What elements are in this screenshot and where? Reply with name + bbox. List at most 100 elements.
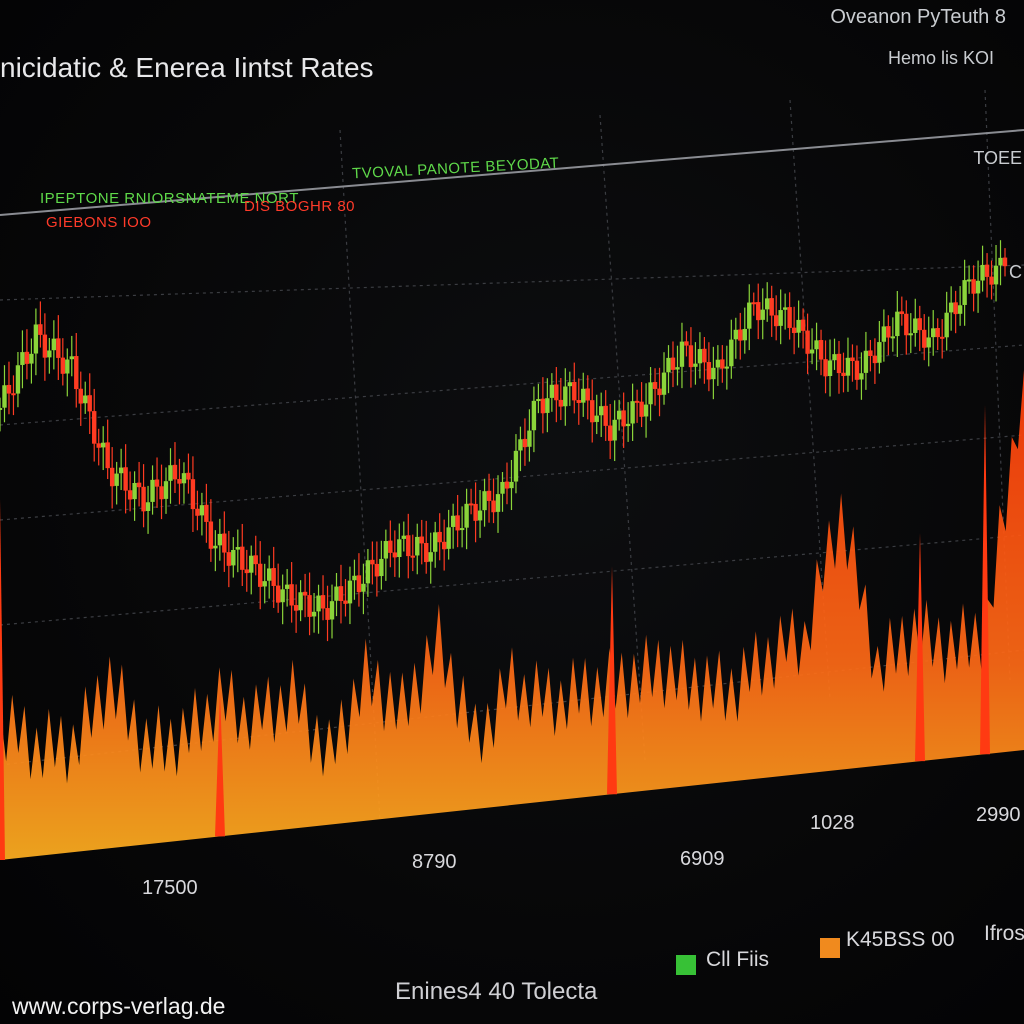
candle-body <box>836 353 842 374</box>
candle-body <box>24 351 30 364</box>
candle-body <box>648 382 653 405</box>
candle-body <box>625 423 631 427</box>
candle-body <box>365 560 371 584</box>
candle-body <box>791 327 797 334</box>
candle-body <box>729 339 734 367</box>
candle-body <box>590 400 595 423</box>
candle-body <box>868 350 873 356</box>
candle-body <box>473 503 478 521</box>
candle-body <box>298 592 303 611</box>
candle-body <box>419 536 424 544</box>
candle-body <box>231 550 236 566</box>
candle-body <box>643 404 649 417</box>
candle-body <box>464 503 469 528</box>
candle-body <box>0 408 3 410</box>
candle-body <box>886 326 891 338</box>
candle-body <box>782 307 788 310</box>
candle-body <box>971 279 976 294</box>
candle-body <box>536 399 541 402</box>
candle-body <box>459 528 465 531</box>
legend-label: Ifros <box>984 922 1024 945</box>
candle-body <box>818 340 824 360</box>
candle-body <box>845 357 851 376</box>
candle-body <box>715 359 721 368</box>
grid-line <box>0 264 1024 301</box>
candle-body <box>433 532 438 552</box>
candle-body <box>15 365 21 394</box>
legend-label: K45BSS 00 <box>846 928 955 951</box>
candle-body <box>213 545 218 549</box>
candle-body <box>42 334 48 358</box>
candle-body <box>235 547 240 550</box>
candle-body <box>495 494 501 512</box>
volume-area <box>0 370 1024 860</box>
candle-body <box>47 350 52 358</box>
candle-body <box>563 386 568 407</box>
candle-body <box>370 559 375 565</box>
candle-body <box>778 310 783 326</box>
candle-body <box>320 595 326 609</box>
candle-body <box>136 482 142 488</box>
volume-spike <box>215 691 225 837</box>
candle-body <box>410 555 415 558</box>
candle-body <box>913 318 918 333</box>
candle-body <box>127 490 133 500</box>
candle-body <box>379 558 384 577</box>
x-tick-label: 8790 <box>412 851 457 873</box>
candle-body <box>199 505 205 516</box>
candle-body <box>706 362 712 380</box>
candle-body <box>258 563 263 587</box>
candle-body <box>100 442 106 448</box>
candle-body <box>962 280 967 305</box>
candle-body <box>275 585 281 603</box>
candle-body <box>271 568 276 586</box>
candle-body <box>2 385 7 408</box>
candle-body <box>904 313 909 336</box>
candle-body <box>118 467 124 474</box>
candle-body <box>338 586 344 601</box>
candle-body <box>145 502 151 511</box>
candle-body <box>325 608 330 620</box>
candle-body <box>630 401 635 424</box>
candle-body <box>697 349 703 364</box>
candle-body <box>881 326 887 342</box>
candle-body <box>307 595 312 617</box>
candle-body <box>980 264 985 281</box>
candle-body <box>266 568 272 581</box>
candle-body <box>6 384 12 394</box>
candle-body <box>634 400 640 403</box>
candle-body <box>666 357 671 373</box>
candle-body <box>150 479 155 502</box>
candlestick-series <box>0 240 1008 642</box>
candle-body <box>65 359 70 374</box>
candle-body <box>406 535 411 557</box>
candle-body <box>190 479 196 510</box>
candle-body <box>437 531 442 543</box>
candle-body <box>181 473 187 484</box>
candle-body <box>639 401 644 417</box>
candle-body <box>60 357 66 374</box>
candle-body <box>141 486 146 512</box>
candle-body <box>877 342 882 363</box>
candle-body <box>675 367 680 370</box>
volume-spike <box>915 533 925 762</box>
header-divider <box>0 129 1024 216</box>
candle-body <box>177 478 182 484</box>
candle-body <box>486 490 492 501</box>
candle-body <box>280 589 285 603</box>
candle-body <box>329 601 335 620</box>
candle-body <box>850 357 855 362</box>
candle-body <box>244 569 249 574</box>
candle-body <box>33 324 39 354</box>
candle-body <box>132 483 137 500</box>
candle-body <box>859 373 864 380</box>
top-right-label: Oveanon PyTeuth 8 <box>830 6 1006 28</box>
candle-body <box>688 345 694 368</box>
candle-body <box>702 348 707 363</box>
candle-body <box>347 580 353 604</box>
candle-body <box>109 467 115 487</box>
candle-body <box>20 352 25 365</box>
candle-body <box>733 329 739 340</box>
candle-body <box>240 546 245 570</box>
candle-body <box>545 398 550 413</box>
